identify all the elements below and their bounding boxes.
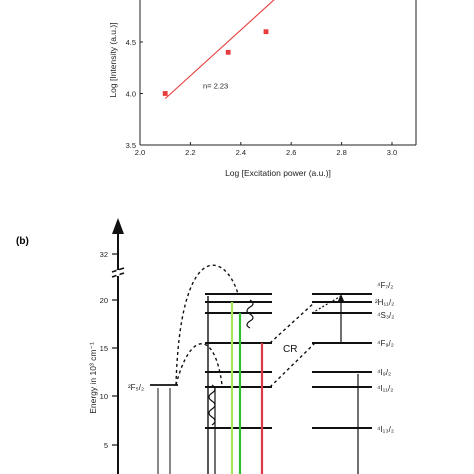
- y-tick-label: 3.5: [126, 141, 136, 150]
- energy-axis-label: Energy in 10³ cm⁻¹: [88, 342, 98, 414]
- fit-lines: [164, 0, 275, 100]
- yb-level-label: ²F₅/₂: [128, 383, 144, 392]
- slope-annotations: n= 2.02n= 2.06n= 2.23: [203, 82, 228, 91]
- slope-annotation: n= 2.23: [203, 82, 228, 91]
- x-tick-label: 2.6: [286, 148, 296, 157]
- er-levels-right: [312, 293, 372, 429]
- nonradiative-relaxation-1: [208, 384, 216, 426]
- x-axis-label: Log [Excitation power (a.u.)]: [225, 168, 331, 178]
- level-label-2H11/2: ²H₁₁/₂: [375, 298, 394, 307]
- axis-ticks: 2.0 2.2 2.4 2.6 2.8 3.0 3.5 4.0 4.5: [126, 38, 398, 157]
- x-tick-label: 2.2: [185, 148, 195, 157]
- x-tick-label: 2.4: [236, 148, 246, 157]
- x-tick-label: 2.8: [336, 148, 346, 157]
- tick-label-32: 32: [100, 250, 108, 259]
- tick-label-15: 15: [100, 344, 108, 353]
- power-dependence-plot: 2.0 2.2 2.4 2.6 2.8 3.0 3.5 4.0 4.5 n= 2.02n= 2.…: [108, 0, 417, 178]
- nonradiative-relaxation-2: [246, 299, 254, 329]
- cr-label: CR: [283, 344, 297, 355]
- level-label-4I11/2: ⁴I₁₁/₂: [377, 384, 393, 393]
- tick-label-10: 10: [100, 392, 108, 401]
- level-label-4F7/2: ⁴F₇/₂: [377, 281, 393, 290]
- energy-axis-arrow-head: [112, 218, 124, 234]
- panel-b-label: (b): [16, 236, 29, 247]
- data-point: [225, 49, 231, 55]
- energy-ticks: [112, 253, 118, 446]
- data-point: [162, 91, 168, 96]
- energy-level-diagram: (b) 32 20 15 10 5 Energy in 10³ cm⁻¹ ²F₅…: [16, 218, 394, 474]
- level-label-4I9/2: ⁴I₉/₂: [377, 368, 391, 377]
- x-tick-label: 2.0: [135, 148, 145, 157]
- level-label-4F9/2: ⁴F₉/₂: [377, 339, 394, 348]
- cr-dashed-upper: [269, 301, 316, 344]
- y-tick-label: 4.5: [126, 38, 136, 47]
- tick-label-20: 20: [100, 296, 108, 305]
- er-levels-center: [205, 293, 272, 429]
- level-label-4I13/2: ⁴I₁₃/₂: [377, 425, 394, 434]
- y-axis-label: Log [Intensity (a.u.)]: [108, 22, 118, 97]
- cr-partner-dashed: [311, 295, 342, 314]
- energy-transfer-curve-2: [175, 343, 223, 386]
- cr-dashed-lower: [269, 342, 316, 388]
- y-tick-label: 4.0: [126, 90, 136, 99]
- cr-partner-arrow-head: [338, 294, 344, 301]
- data-points: [162, 29, 269, 96]
- data-point: [263, 29, 269, 35]
- level-label-4S3/2: ⁴S₃/₂: [377, 311, 394, 320]
- fit-line: [164, 0, 275, 100]
- energy-transfer-curve-1: [175, 264, 239, 386]
- tick-label-5: 5: [104, 441, 108, 450]
- x-tick-label: 3.0: [387, 148, 397, 157]
